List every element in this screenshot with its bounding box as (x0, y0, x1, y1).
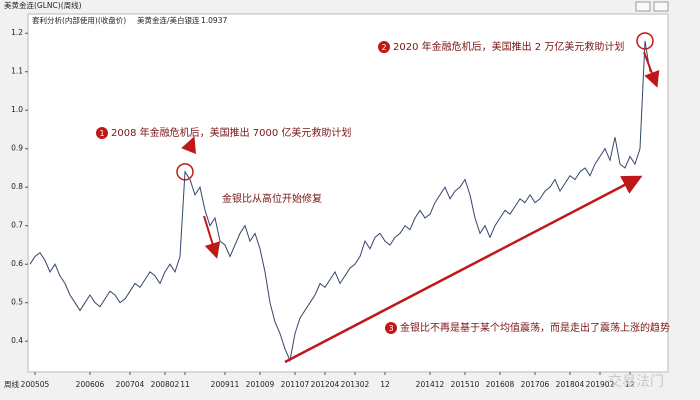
x-tick-label: 11 (180, 380, 190, 389)
highlight-circle (176, 163, 194, 181)
y-tick-label: 0.4 (11, 336, 23, 345)
y-tick-label: 0.7 (11, 221, 23, 230)
x-tick-label: 201608 (486, 380, 515, 389)
x-tick-label: 200704 (116, 380, 145, 389)
x-tick-label: 201412 (416, 380, 445, 389)
arrow (643, 51, 660, 88)
chart-subtitle: 套利分析(内部使用)(收盘价) (32, 15, 126, 25)
x-tick-label: 12 (380, 380, 390, 389)
highlight-circle (636, 32, 654, 50)
y-tick-label: 0.8 (11, 182, 23, 191)
series-line (29, 40, 651, 363)
x-tick-label: 200911 (211, 380, 240, 389)
x-tick-label: 201204 (311, 380, 340, 389)
y-tick-label: 0.9 (11, 144, 23, 153)
marker-badge (378, 41, 390, 53)
y-tick-label: 1.1 (11, 67, 23, 76)
y-tick-label: 0.5 (11, 298, 23, 307)
last-value: 1.0937 (201, 16, 227, 25)
annotation: 2020 年金融危机后，美国推出 2 万亿美元救助计划 (393, 40, 624, 53)
arrow (181, 136, 196, 155)
x-tick-label: 201107 (281, 380, 310, 389)
marker-number: 1 (99, 129, 104, 138)
window-title: 美黄金连(GLNC)(周线) (4, 0, 82, 10)
y-tick-label: 1.2 (11, 28, 23, 37)
marker-number: 2 (381, 43, 386, 52)
x-tick-label: 201302 (341, 380, 370, 389)
x-tick-label: 201510 (451, 380, 480, 389)
window-button[interactable] (653, 1, 669, 12)
y-tick-label: 0.6 (11, 259, 23, 268)
x-axis-label: 周线 (4, 379, 19, 389)
x-tick-label: 201804 (556, 380, 585, 389)
x-tick-label: 12 (625, 380, 635, 389)
watermark: 交易法门 (608, 373, 664, 390)
x-tick-label: 200606 (76, 380, 105, 389)
annotation: 金银比不再是基于某个均值震荡，而是走出了震荡上涨的趋势 (400, 321, 670, 334)
plot-area (27, 13, 669, 373)
x-tick-label: 200802 (151, 380, 180, 389)
window-button[interactable] (635, 1, 651, 12)
trend-arrow (284, 175, 643, 364)
annotation: 2008 年金融危机后，美国推出 7000 亿美元救助计划 (111, 126, 351, 139)
x-tick-label: 200505 (21, 380, 50, 389)
arrow (203, 215, 221, 259)
marker-number: 3 (388, 324, 393, 333)
y-tick-label: 1.0 (11, 105, 23, 114)
x-tick-label: 201902 (586, 380, 615, 389)
x-tick-label: 201009 (246, 380, 275, 389)
x-tick-label: 201706 (521, 380, 550, 389)
annotation: 金银比从高位开始修复 (222, 192, 322, 205)
series-name: 美黄金连/美白银连 (137, 15, 200, 25)
marker-badge (96, 127, 108, 139)
marker-badge (385, 322, 397, 334)
